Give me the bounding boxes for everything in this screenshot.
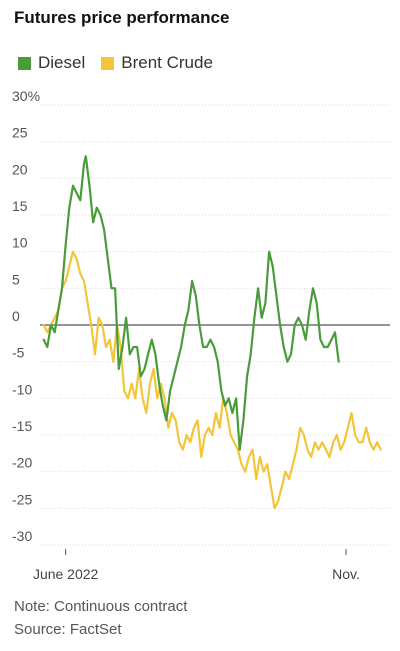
chart-title: Futures price performance <box>14 8 230 27</box>
y-tick-label: 5 <box>12 271 20 287</box>
legend-swatch-diesel <box>18 56 31 70</box>
x-tick-label: June 2022 <box>33 566 99 582</box>
y-tick-label: -5 <box>12 345 25 361</box>
legend-item-brent: Brent Crude <box>101 53 213 73</box>
legend-label-brent: Brent Crude <box>121 53 213 72</box>
legend: Diesel Brent Crude <box>18 53 229 73</box>
chart-note: Note: Continuous contract <box>14 598 188 615</box>
y-tick-label: 25 <box>12 125 28 141</box>
y-tick-label: -15 <box>12 418 32 434</box>
y-tick-label: -25 <box>12 491 32 507</box>
y-tick-label: 10 <box>12 235 28 251</box>
y-tick-label: -20 <box>12 455 32 471</box>
series-line-diesel <box>42 155 340 451</box>
legend-item-diesel: Diesel <box>18 53 85 73</box>
series-line-brent <box>42 250 382 510</box>
y-tick-label: -10 <box>12 381 32 397</box>
x-tick-label: Nov. <box>332 566 360 582</box>
y-tick-label: 0 <box>12 308 20 324</box>
y-tick-label: 15 <box>12 198 28 214</box>
y-tick-label: 30% <box>12 88 40 104</box>
chart-source: Source: FactSet <box>14 621 122 638</box>
legend-swatch-brent <box>101 56 115 70</box>
y-tick-label: -30 <box>12 528 32 544</box>
legend-label-diesel: Diesel <box>38 53 86 72</box>
y-tick-label: 20 <box>12 161 28 177</box>
